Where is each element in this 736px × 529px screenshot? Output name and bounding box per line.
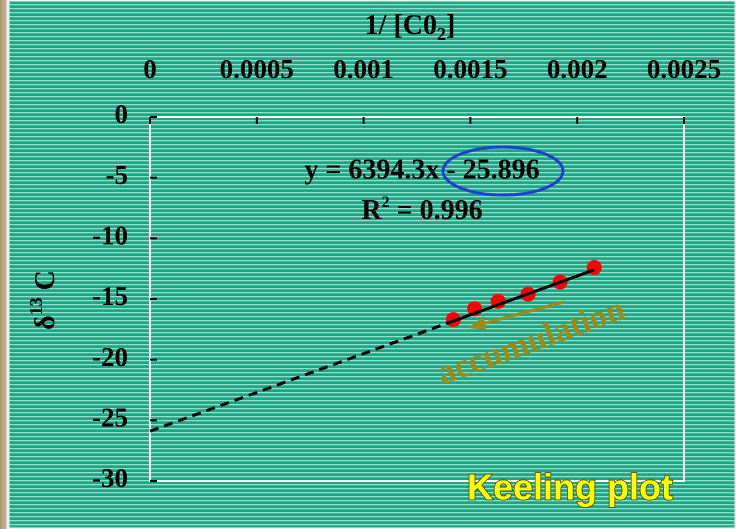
y-tick-label: -5 <box>106 160 129 190</box>
fit-line <box>452 268 595 323</box>
r-squared: R2 = 0.996 <box>361 194 482 227</box>
caption: Keeling plot <box>467 467 673 508</box>
y-tick-label: -20 <box>92 342 128 372</box>
fit-line-extrapolated <box>149 319 454 433</box>
y-tick-label: -15 <box>92 281 128 311</box>
y-tick-label: -25 <box>92 403 128 433</box>
slide-panel <box>8 0 736 529</box>
y-tick-label: -30 <box>92 463 128 493</box>
x-tick-label: 0.001 <box>333 54 394 84</box>
panel-border <box>6 0 736 529</box>
arrow-head <box>468 316 486 330</box>
y-axis-title: δ13 C <box>26 270 61 330</box>
x-tick-label: 0.002 <box>547 54 608 84</box>
fit-equation: y = 6394.3x - 25.896 <box>304 154 539 185</box>
y-tick-label: 0 <box>115 99 129 129</box>
y-tick-label: -10 <box>92 221 128 251</box>
x-tick-label: 0.0015 <box>433 54 507 84</box>
arrow-shaft <box>477 300 565 327</box>
background-photo <box>0 0 10 529</box>
highlight-ellipse <box>441 145 565 197</box>
x-axis-title: 1/ [C02] <box>365 10 456 44</box>
x-tick-label: 0.0005 <box>220 54 294 84</box>
x-tick-label: 0.0025 <box>647 54 721 84</box>
x-tick-label: 0 <box>143 54 157 84</box>
